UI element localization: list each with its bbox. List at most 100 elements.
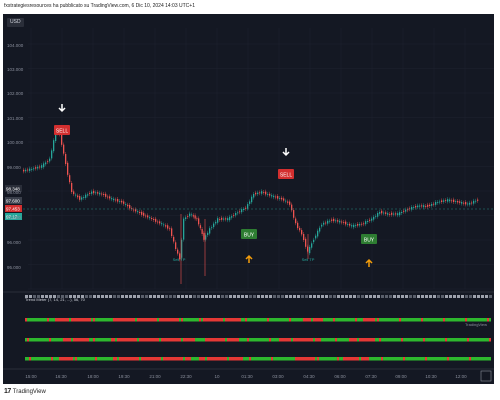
trend-meter-cell	[321, 357, 323, 361]
candle	[183, 218, 185, 240]
candle	[141, 211, 143, 215]
signal-buy-1[interactable]: BUY	[241, 229, 257, 263]
trend-meter-cell	[89, 357, 91, 361]
trend-meter-cell	[133, 338, 135, 342]
trend-meter-cell	[31, 318, 33, 322]
trend-meter-cell	[133, 318, 135, 322]
indicator-dash	[401, 295, 404, 298]
trend-meter-cell	[451, 338, 453, 342]
trend-meter-cell	[27, 318, 29, 322]
trend-meter-cell	[209, 357, 211, 361]
indicator-dash	[457, 295, 460, 298]
trend-meter-cell	[435, 357, 437, 361]
trend-meter-cell	[139, 338, 141, 342]
trend-meter-cell	[431, 338, 433, 342]
indicator-dash	[261, 295, 264, 298]
trend-meter-cell	[163, 338, 165, 342]
candle	[423, 205, 425, 208]
indicator-dash	[97, 295, 100, 298]
trend-meter-cell	[197, 357, 199, 361]
trend-meter-cell	[203, 357, 205, 361]
trend-meter-cell	[437, 318, 439, 322]
trend-meter-cell	[241, 338, 243, 342]
trend-meter-cell	[233, 318, 235, 322]
trend-meter-cell	[313, 318, 315, 322]
trend-meter-cell	[249, 357, 251, 361]
indicator-dash	[309, 295, 312, 298]
candle	[249, 201, 251, 204]
trend-meter-cell	[123, 338, 125, 342]
trend-meter-cell	[41, 318, 43, 322]
buy-badge-label: BUY	[364, 238, 375, 244]
candle	[473, 200, 475, 204]
trend-meter-cell	[25, 357, 27, 361]
trend-meter-cell	[423, 357, 425, 361]
settings-icon[interactable]	[480, 370, 492, 382]
trend-meter-cell	[45, 318, 47, 322]
trend-meter-cell	[477, 357, 479, 361]
trend-meter-cell	[299, 357, 301, 361]
trend-meter-cell	[129, 318, 131, 322]
candle	[311, 243, 313, 248]
indicator-dash	[101, 295, 104, 298]
price-tag: 97.453	[6, 207, 20, 212]
trend-meter-cell	[95, 338, 97, 342]
indicator-dash	[209, 295, 212, 298]
trend-meter-cell	[311, 338, 313, 342]
trend-meter-cell	[73, 357, 75, 361]
trend-meter-cell	[471, 338, 473, 342]
trend-meter-cell	[457, 338, 459, 342]
signal-sell-1[interactable]: SELL	[54, 104, 70, 135]
chart-area[interactable]: SELL SELL BUY BUY Sell TP Sell TP	[3, 14, 497, 384]
trend-meter-cell	[245, 338, 247, 342]
trend-meter-cell	[461, 318, 463, 322]
trend-meter-cell	[107, 338, 109, 342]
candle	[223, 218, 225, 220]
trend-meter-cell	[217, 357, 219, 361]
trend-meter-cell	[191, 318, 193, 322]
candle	[451, 200, 453, 202]
signal-sell-2[interactable]: SELL	[278, 148, 294, 179]
trend-meter-cell	[235, 338, 237, 342]
indicator-dash	[181, 295, 184, 298]
trend-meter-cell	[63, 318, 65, 322]
candle	[253, 194, 255, 198]
indicator-dash	[461, 295, 464, 298]
trend-meter-cell	[77, 318, 79, 322]
indicator-dash-row	[25, 295, 492, 298]
signal-buy-2[interactable]: BUY	[361, 234, 377, 267]
candle	[445, 200, 447, 201]
indicator-dash	[293, 295, 296, 298]
trend-meter-cell	[233, 357, 235, 361]
trend-meter-cell	[443, 318, 445, 322]
trend-meter-cell	[175, 357, 177, 361]
trend-meter-cell	[473, 357, 475, 361]
trend-meter-cell	[329, 357, 331, 361]
trend-meter-cell	[337, 338, 339, 342]
trend-meter-cell	[189, 338, 191, 342]
trend-meter-cell	[129, 357, 131, 361]
trend-meter-cell	[445, 338, 447, 342]
trend-meter-cell	[425, 338, 427, 342]
trend-meter-cell	[183, 338, 185, 342]
indicator-label[interactable]: Trend Meter (7, 14, 21, ...), 56, 70	[25, 297, 86, 302]
candles-group	[23, 130, 494, 284]
trend-meter-cell	[189, 357, 191, 361]
tradingview-logo[interactable]: 17 TradingView	[4, 388, 46, 395]
candle	[115, 199, 117, 201]
symbol-badge[interactable]: USD	[7, 18, 24, 27]
indicator-dash	[409, 295, 412, 298]
indicator-dash	[473, 295, 476, 298]
candle	[161, 223, 163, 225]
candle	[147, 215, 149, 218]
trend-meter-cell	[205, 318, 207, 322]
trend-meter-cell	[471, 318, 473, 322]
trend-meter-cell	[45, 338, 47, 342]
indicator-dash	[73, 295, 76, 298]
price-chart[interactable]: SELL SELL BUY BUY Sell TP Sell TP	[3, 14, 497, 384]
trend-meter-cell	[425, 318, 427, 322]
indicator-dash	[285, 295, 288, 298]
trend-meter-cell	[433, 357, 435, 361]
candle	[49, 158, 51, 162]
trend-meter-cell	[25, 318, 27, 322]
